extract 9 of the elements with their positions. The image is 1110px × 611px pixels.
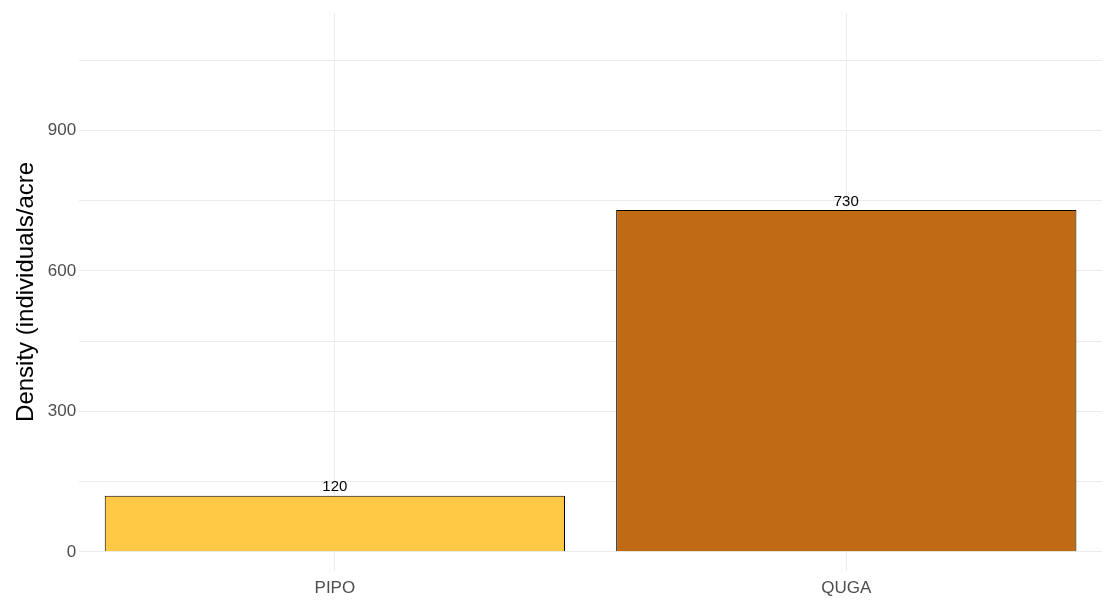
y-tick-label: 0	[66, 541, 77, 561]
y-tick-label: 900	[47, 119, 77, 139]
x-tick-label: QUGA	[821, 578, 872, 598]
y-tick-label: 300	[47, 401, 77, 421]
y-tick-label: 600	[47, 260, 77, 280]
x-tick-label: PIPO	[314, 578, 356, 598]
data-label: 120	[322, 477, 348, 495]
y-axis-title: Density (individuals/acre	[11, 161, 39, 422]
data-label: 730	[833, 191, 859, 209]
